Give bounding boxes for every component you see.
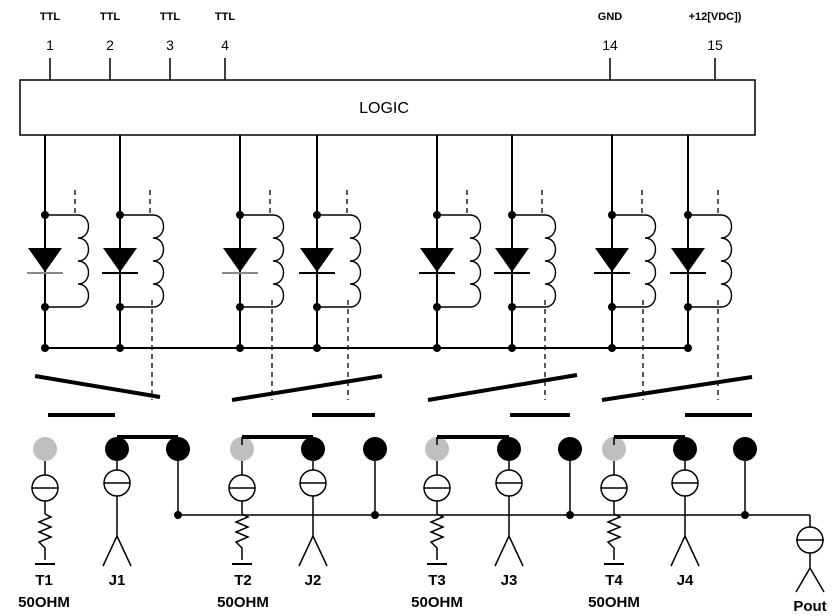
t4-value: 50OHM [588, 594, 640, 611]
diode-icon [595, 248, 629, 272]
pout-connector: Pout [793, 526, 827, 615]
pin-2-type: TTL [100, 11, 120, 23]
relay-driver-2 [102, 135, 165, 352]
pin-15-type: +12[VDC]) [689, 11, 742, 23]
resistor-icon [37, 513, 53, 560]
port-contact [497, 437, 521, 461]
pin-lines [49, 58, 716, 80]
relay-driver-6 [494, 135, 557, 352]
port-contact [673, 437, 697, 461]
resistor-icon [429, 513, 445, 560]
coil-icon [77, 214, 90, 308]
termination-contact [33, 437, 57, 461]
port-leg [508, 535, 524, 567]
port-leg [684, 535, 700, 567]
diode-icon [300, 248, 334, 272]
pin-4-type: TTL [215, 11, 235, 23]
common-contact [558, 437, 582, 461]
coil-icon [272, 214, 285, 308]
relay-driver-8 [670, 135, 733, 352]
j2-label: J2 [305, 572, 322, 589]
channel-2 [228, 435, 387, 567]
t4-label: T4 [605, 572, 623, 589]
coil-icon [720, 214, 733, 308]
j1-label: J1 [109, 572, 126, 589]
common-contact [733, 437, 757, 461]
pin-labels: TTL 1 TTL 2 TTL 3 TTL 4 GND 14 +12[VDC])… [40, 11, 742, 53]
resistor-icon [234, 513, 250, 560]
relay-drivers [27, 135, 733, 400]
relay-driver-7 [594, 135, 657, 352]
pin-15-number: 15 [707, 37, 723, 53]
switch-blade-2 [231, 374, 383, 402]
pin-2-number: 2 [106, 37, 114, 53]
switch-section [31, 373, 757, 567]
pin-14-number: 14 [602, 37, 618, 53]
diode-icon [671, 248, 705, 272]
diode-icon [103, 248, 137, 272]
channel-labels: T1 50OHM J1 T2 50OHM J2 T3 50OHM J3 T4 5… [18, 572, 694, 611]
channel-1 [31, 435, 190, 567]
t2-value: 50OHM [217, 594, 269, 611]
pin-14-type: GND [598, 11, 623, 23]
pin-3-type: TTL [160, 11, 180, 23]
j4-label: J4 [677, 572, 694, 589]
relay-driver-1 [27, 135, 90, 352]
switch-blade-3 [427, 373, 578, 402]
output-bus [174, 511, 811, 527]
pout-label: Pout [793, 598, 826, 615]
port-leg [298, 535, 314, 567]
coil-icon [469, 214, 482, 308]
port-leg [116, 535, 132, 567]
pin-1-number: 1 [46, 37, 54, 53]
common-contact [166, 437, 190, 461]
coil-icon [644, 214, 657, 308]
pin-1-type: TTL [40, 11, 60, 23]
termination-contact [602, 437, 626, 461]
t1-value: 50OHM [18, 594, 70, 611]
diode-icon [223, 248, 257, 272]
logic-block: LOGIC [19, 79, 756, 136]
switch-blade-1 [34, 374, 161, 399]
pin-4-number: 4 [221, 37, 229, 53]
common-contact [363, 437, 387, 461]
t1-label: T1 [35, 572, 53, 589]
t2-label: T2 [234, 572, 252, 589]
port-contact [301, 437, 325, 461]
relay-driver-3 [222, 135, 285, 352]
diode-icon [495, 248, 529, 272]
port-leg [494, 535, 510, 567]
t3-value: 50OHM [411, 594, 463, 611]
j3-label: J3 [501, 572, 518, 589]
port-leg [312, 535, 328, 567]
pin-3-number: 3 [166, 37, 174, 53]
channel-4 [600, 435, 757, 567]
relay-driver-5 [419, 135, 482, 352]
diode-icon [420, 248, 454, 272]
port-leg [670, 535, 686, 567]
diode-icon [28, 248, 62, 272]
coil-icon [544, 214, 557, 308]
coil-icon [349, 214, 362, 308]
resistor-icon [606, 513, 622, 560]
termination-contact [425, 437, 449, 461]
t3-label: T3 [428, 572, 446, 589]
switch-blade-4 [601, 375, 753, 402]
coil-icon [152, 214, 165, 308]
port-leg [102, 535, 118, 567]
channel-3 [423, 435, 582, 567]
termination-contact [230, 437, 254, 461]
relay-driver-4 [299, 135, 362, 352]
port-contact [105, 437, 129, 461]
logic-label: LOGIC [359, 100, 409, 117]
